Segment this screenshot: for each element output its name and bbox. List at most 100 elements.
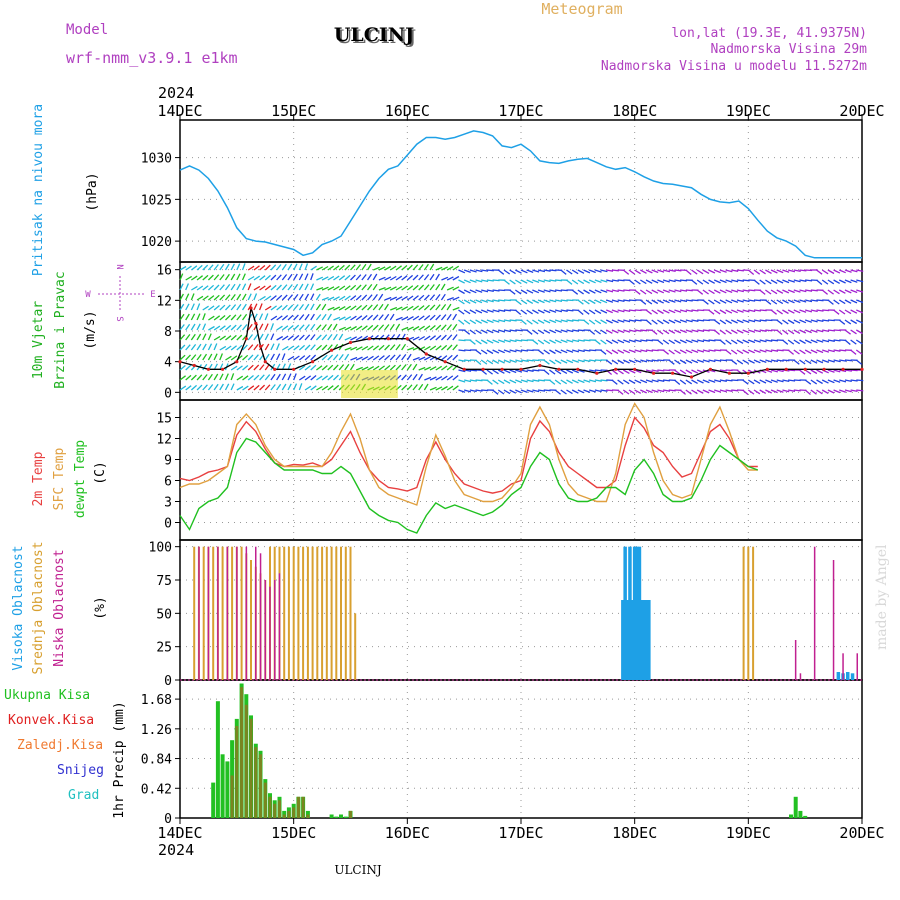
wind-arrow [589,379,597,383]
wind-arrow [486,369,493,375]
wind-arrow [617,289,625,292]
wind-arrow [418,284,425,291]
wind-arrow [384,296,392,301]
wind-arrow [668,339,676,345]
wind-arrow [736,299,744,303]
wind-arrow [628,269,636,275]
wind-arrow [361,294,368,301]
wind-arrow [315,314,322,321]
wind-arrow [258,323,264,331]
wind-arrow [662,299,670,304]
wind-speed-point [221,367,225,371]
wind-speed-point [178,360,182,364]
wind-arrow [253,293,258,301]
wind-arrow [503,319,511,322]
wind-arrow [298,293,304,301]
x-tick-label-top: 15DEC [271,102,316,120]
wind-arrow [764,299,772,305]
wind-arrow [497,389,505,395]
wind-arrow [230,273,236,281]
wind-arrow [645,379,653,383]
wind-arrow [361,315,368,321]
wind-speed-point [519,367,523,371]
year-top: 2024 [158,84,194,102]
wind-arrow [440,283,446,291]
wind-arrow [657,289,665,294]
wind-arrow [395,323,401,331]
wind-arrow [691,349,699,354]
wind-arrow [594,289,602,294]
low-cloud-bar [264,580,266,680]
wind-arrow [503,389,511,395]
y-tick-label: 4 [164,356,172,371]
wind-arrow [702,279,710,285]
wind-arrow [611,289,619,293]
wind-arrow [281,335,289,341]
wind-arrow [298,355,306,361]
wind-arrow [622,379,630,385]
wind-arrow [435,324,442,331]
wind-arrow [747,269,755,275]
wind-arrow [827,299,834,305]
wind-arrow [651,329,658,335]
wind-arrow [344,336,352,341]
wind-arrow [446,286,454,291]
wind-arrow [207,274,214,281]
wind-arrow [708,379,716,383]
wind-arrow [446,266,454,271]
wind-arrow [651,279,659,284]
wind-arrow [440,334,447,341]
wind-arrow [628,339,636,343]
wind-arrow [708,359,716,363]
wind-arrow [378,324,385,331]
wind-arrow [730,359,738,365]
wind-arrow [372,324,379,331]
wind-arrow [264,384,271,391]
wind-arrow [276,353,281,361]
wind-arrow [736,269,744,272]
wind-arrow [765,289,772,295]
wind-arrow [179,293,184,301]
wind-arrow [435,386,443,391]
wind-arrow [691,369,699,374]
wind-arrow [696,289,704,295]
wind-arrow [588,289,596,294]
wind-arrow [560,359,568,364]
wind-arrow [594,339,601,345]
precip-total-bar [225,761,230,818]
wind-arrow [600,269,608,273]
wind-arrow [571,269,579,275]
wind-arrow [185,303,190,311]
wind-arrow [190,354,197,361]
wind-arrow [821,359,830,364]
wind-arrow [230,304,237,311]
wind-speed-point [244,337,248,341]
wind-arrow [713,289,721,294]
wind-arrow [384,313,390,321]
wind-arrow [583,349,591,352]
wind-arrow [696,389,704,394]
wind-arrow [526,389,534,393]
wind-arrow [406,374,413,381]
wind-arrow [816,389,823,395]
wind-arrow [838,279,846,284]
wind-arrow [691,329,699,333]
wind-arrow [406,295,414,301]
wind-arrow [714,389,722,393]
wind-arrow [691,379,698,384]
wind-arrow [418,294,425,301]
wind-arrow [304,365,311,371]
wind-arrow [446,303,452,311]
wind-arrow [407,316,414,321]
wind-arrow [498,319,506,323]
wind-arrow [463,319,471,325]
wind-arrow [662,279,670,283]
wind-arrow [236,375,244,381]
wind-arrow [816,349,824,354]
wind-arrow [367,284,373,291]
wind-arrow [230,345,238,351]
wind-arrow [503,339,511,343]
precip-conv-bar [254,747,258,818]
wind-arrow [344,264,351,271]
wind-arrow [816,319,824,323]
